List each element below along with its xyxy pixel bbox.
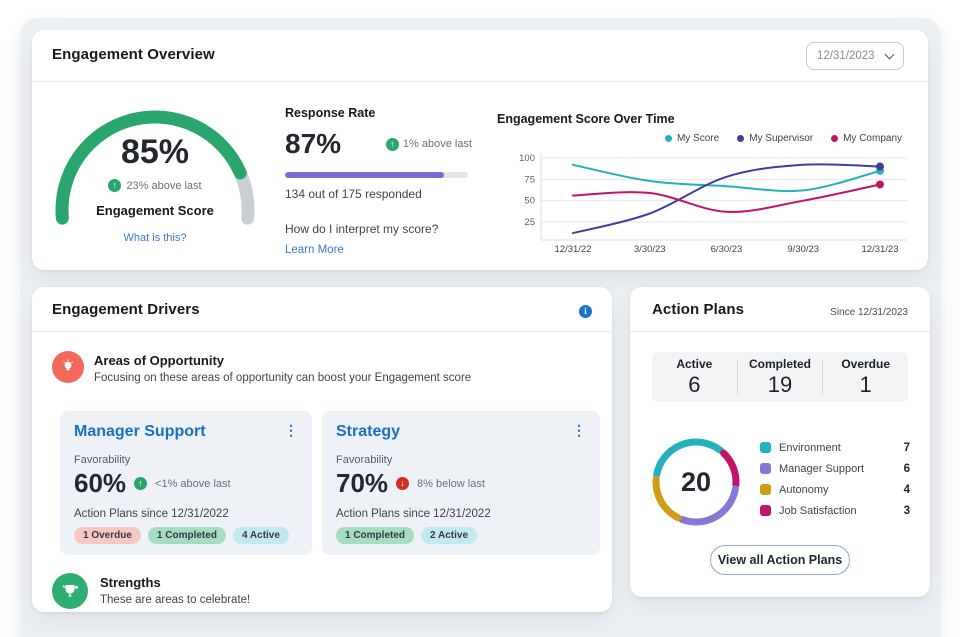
favorability-value: 70% bbox=[336, 468, 389, 498]
interpret-score-question: How do I interpret my score? bbox=[285, 222, 439, 236]
legend-item-my-supervisor: My Supervisor bbox=[737, 133, 813, 144]
line-chart-legend: My Score My Supervisor My Company bbox=[664, 133, 902, 144]
legend-swatch-icon bbox=[760, 505, 771, 516]
action-plans-donut-chart bbox=[652, 438, 740, 526]
response-rate-block: Response Rate 87% ↑ 1% above last 134 ou… bbox=[285, 106, 472, 256]
stat-overdue: Overdue 1 bbox=[841, 356, 891, 397]
response-rate-progress bbox=[285, 172, 468, 178]
engagement-score-value: 85% bbox=[120, 133, 190, 171]
driver-card-manager-support: Manager Support ⋮ Favorability 60% ↑ <1%… bbox=[60, 411, 312, 555]
drivers-header: Engagement Drivers i bbox=[32, 287, 612, 332]
driver-name-link[interactable]: Strategy bbox=[336, 423, 401, 440]
badge-overdue: 1 Overdue bbox=[74, 527, 141, 544]
driver-card-strategy: Strategy ⋮ Favorability 70% ↓ 8% below l… bbox=[322, 411, 600, 555]
overview-header: Engagement Overview 12/31/2023 bbox=[32, 30, 928, 82]
status-badges: 1 Overdue 1 Completed 4 Active bbox=[74, 527, 298, 544]
legend-swatch-icon bbox=[760, 442, 771, 453]
favorability-label: Favorability bbox=[336, 454, 393, 466]
donut-legend-item-job-satisfaction: Job Satisfaction 3 bbox=[760, 500, 910, 521]
stat-divider bbox=[822, 360, 824, 394]
action-plans-card: Action Plans Since 12/31/2023 Active 6 Com… bbox=[630, 287, 930, 597]
favorability-delta: <1% above last bbox=[155, 477, 231, 490]
strengths-title: Strengths bbox=[100, 575, 161, 590]
legend-swatch-icon bbox=[760, 484, 771, 495]
areas-of-opportunity-section: Areas of Opportunity Focusing on these a… bbox=[52, 351, 471, 384]
gauge-text-block: 85% ↑ 23% above last Engagement Score Wh… bbox=[55, 133, 255, 244]
view-all-action-plans-button[interactable]: View all Action Plans bbox=[710, 545, 850, 575]
donut-legend-item-environment: Environment 7 bbox=[760, 437, 910, 458]
kebab-menu-button[interactable]: ⋮ bbox=[572, 422, 586, 438]
arrow-up-icon: ↑ bbox=[108, 179, 122, 192]
drivers-title: Engagement Drivers bbox=[52, 301, 200, 318]
status-badges: 1 Completed 2 Active bbox=[336, 527, 586, 544]
badge-completed: 1 Completed bbox=[147, 527, 226, 544]
donut-legend-item-autonomy: Autonomy 4 bbox=[760, 479, 910, 500]
favorability-delta: 8% below last bbox=[417, 477, 485, 490]
svg-text:3/30/23: 3/30/23 bbox=[634, 244, 666, 255]
stat-divider bbox=[736, 360, 738, 394]
badge-active: 2 Active bbox=[421, 527, 477, 544]
svg-text:75: 75 bbox=[524, 174, 535, 185]
legend-dot-icon bbox=[664, 135, 672, 142]
svg-text:12/31/23: 12/31/23 bbox=[862, 244, 899, 255]
chevron-down-icon bbox=[884, 49, 895, 60]
donut-legend-item-manager-support: Manager Support 6 bbox=[760, 458, 910, 479]
action-plans-title: Action Plans bbox=[652, 301, 745, 318]
response-rate-value: 87% bbox=[285, 128, 342, 159]
badge-completed: 1 Completed bbox=[336, 527, 415, 544]
opportunity-description: Focusing on these areas of opportunity c… bbox=[94, 372, 472, 384]
svg-text:12/31/22: 12/31/22 bbox=[555, 244, 592, 255]
svg-text:25: 25 bbox=[524, 217, 535, 228]
donut-total: 20 bbox=[680, 466, 712, 497]
learn-more-link[interactable]: Learn More bbox=[285, 244, 344, 256]
badge-active: 4 Active bbox=[232, 527, 289, 544]
action-plans-header: Action Plans Since 12/31/2023 bbox=[630, 287, 930, 332]
legend-dot-icon bbox=[737, 135, 745, 142]
plans-since-label: Action Plans since 12/31/2022 bbox=[74, 508, 229, 520]
date-selector[interactable]: 12/31/2023 bbox=[806, 42, 904, 70]
favorability-label: Favorability bbox=[74, 454, 131, 466]
stat-active: Active 6 bbox=[676, 356, 713, 397]
svg-text:100: 100 bbox=[519, 153, 535, 164]
line-chart-title: Engagement Score Over Time bbox=[497, 112, 675, 126]
plans-since-label: Action Plans since 12/31/2022 bbox=[336, 508, 491, 520]
legend-item-my-company: My Company bbox=[831, 133, 902, 144]
info-icon[interactable]: i bbox=[579, 305, 592, 318]
stat-completed: Completed 19 bbox=[749, 356, 812, 397]
what-is-this-link[interactable]: What is this? bbox=[123, 232, 187, 244]
arrow-up-icon: ↑ bbox=[134, 477, 148, 490]
legend-item-my-score: My Score bbox=[664, 133, 719, 144]
svg-text:6/30/23: 6/30/23 bbox=[711, 244, 743, 255]
engagement-score-label: Engagement Score bbox=[96, 203, 214, 218]
action-plan-stats: Active 6 Completed 19 Overdue 1 bbox=[652, 352, 908, 402]
response-rate-delta: 1% above last bbox=[402, 138, 472, 150]
engagement-line-chart: 100 75 50 25 12/31/22 3/30/23 6/30/23 9/30/23 12… bbox=[519, 153, 907, 255]
overview-title: Engagement Overview bbox=[52, 46, 215, 63]
legend-dot-icon bbox=[831, 135, 839, 142]
svg-text:9/30/23: 9/30/23 bbox=[787, 244, 819, 255]
lightbulb-icon bbox=[52, 351, 84, 383]
kebab-menu-button[interactable]: ⋮ bbox=[284, 422, 298, 438]
engagement-drivers-card: Engagement Drivers i Areas of Opportunit… bbox=[32, 287, 612, 612]
strengths-description: These are areas to celebrate! bbox=[100, 594, 251, 606]
since-label: Since 12/31/2023 bbox=[830, 307, 908, 318]
arrow-up-icon: ↑ bbox=[385, 137, 399, 151]
arrow-down-icon: ↓ bbox=[396, 477, 410, 490]
svg-text:50: 50 bbox=[524, 196, 535, 207]
strengths-section: Strengths These are areas to celebrate! bbox=[52, 573, 250, 609]
opportunity-title: Areas of Opportunity bbox=[94, 353, 225, 368]
driver-name-link[interactable]: Manager Support bbox=[74, 423, 206, 440]
trophy-icon bbox=[52, 573, 88, 609]
engagement-score-gauge bbox=[55, 110, 255, 225]
date-selector-value: 12/31/2023 bbox=[817, 50, 875, 62]
response-rate-detail: 134 out of 175 responded bbox=[285, 187, 422, 201]
engagement-overview-card: Engagement Overview 12/31/2023 85% ↑ 23%… bbox=[32, 30, 928, 270]
legend-swatch-icon bbox=[760, 463, 771, 474]
donut-legend: Environment 7 Manager Support 6 Autonomy 4 Job… bbox=[760, 437, 910, 521]
response-rate-title: Response Rate bbox=[285, 106, 376, 120]
engagement-score-delta: 23% above last bbox=[126, 179, 202, 192]
favorability-value: 60% bbox=[74, 468, 127, 498]
